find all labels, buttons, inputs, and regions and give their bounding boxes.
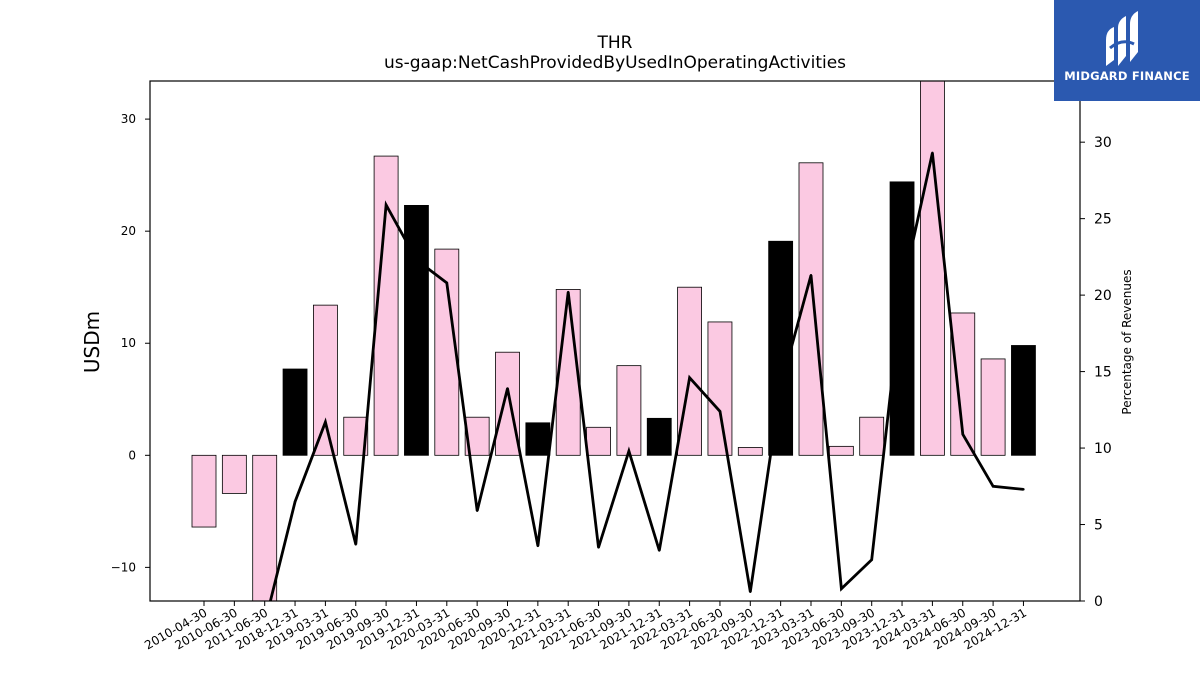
y-tick-label: 30: [121, 112, 136, 126]
ratio-point-2019-09-30: [384, 203, 388, 207]
y-tick-label: 20: [121, 224, 136, 238]
ratio-point-2020-12-31: [536, 544, 540, 548]
y-tick-label: 10: [121, 336, 136, 350]
y-axis-label: USDm: [80, 310, 104, 374]
ratio-point-2023-12-31: [900, 289, 904, 292]
ratio-point-2019-12-31: [415, 258, 418, 262]
bar-2021-03-31: [555, 289, 581, 456]
bar-2023-12-31: [889, 181, 915, 456]
chart-subtitle: us-gaap:NetCashProvidedByUsedInOperating…: [383, 53, 847, 73]
ratio-point-2018-12-31: [293, 500, 297, 503]
bar-2021-12-31: [646, 417, 672, 456]
ratio-point-2023-03-31: [809, 274, 813, 277]
ratio-point-2020-06-30: [475, 509, 479, 512]
bar-2021-06-30: [586, 426, 611, 456]
y-tick-label: 0: [128, 448, 136, 462]
ratio-point-2022-03-31: [688, 376, 691, 379]
bar-2024-09-30: [980, 358, 1006, 456]
ratio-point-2023-06-30: [840, 587, 843, 590]
brand-mark-icon: [1106, 11, 1138, 66]
brand-name: MIDGARD FINANCE: [1064, 69, 1190, 83]
bar-2010-04-30: [191, 454, 217, 528]
bar-2023-06-30: [828, 445, 854, 456]
ratio-point-2020-09-30: [506, 387, 509, 390]
ratio-point-2019-06-30: [354, 543, 357, 546]
y2-tick-label: 10: [1094, 441, 1112, 457]
ratio-point-2021-06-30: [597, 546, 600, 549]
ratio-point-2019-03-31: [324, 420, 327, 424]
ratio-point-2021-09-30: [627, 449, 631, 453]
plot-frame: [149, 80, 1081, 602]
bar-2019-06-30: [343, 416, 369, 456]
chart-title-block: THR us-gaap:NetCashProvidedByUsedInOpera…: [150, 33, 1080, 73]
ratio-point-2021-12-31: [658, 549, 661, 552]
ratio-point-2024-12-31: [1022, 488, 1025, 491]
y2-tick-label: 0: [1094, 594, 1103, 610]
ratio-point-2020-03-31: [445, 281, 448, 285]
bar-2022-09-30: [737, 447, 763, 456]
bar-2024-03-31: [920, 81, 945, 456]
ratio-point-2021-03-31: [567, 290, 570, 294]
ratio-point-2024-03-31: [931, 151, 934, 155]
y2-tick-label: 30: [1094, 135, 1112, 151]
bar-2021-09-30: [616, 365, 642, 456]
ratio-point-2022-06-30: [718, 410, 722, 413]
y2-tick-label: 25: [1094, 212, 1112, 228]
bar-2011-06-30: [252, 454, 278, 601]
bar-2010-06-30: [221, 454, 247, 494]
bar-2024-12-31: [1011, 345, 1036, 456]
brand-logo: MIDGARD FINANCE: [1054, 0, 1200, 101]
bar-2020-09-30: [495, 351, 520, 456]
bar-2022-06-30: [707, 321, 733, 456]
ratio-line: [268, 152, 1024, 601]
bar-2019-03-31: [312, 304, 338, 456]
ratio-point-2022-12-31: [779, 385, 782, 389]
y-tick-label: −10: [111, 560, 136, 574]
ratio-point-2024-09-30: [991, 485, 995, 488]
y2-tick-label: 15: [1094, 365, 1112, 381]
ratio-point-2024-06-30: [961, 433, 964, 436]
ratio-point-2023-09-30: [870, 558, 873, 561]
y2-tick-label: 5: [1094, 518, 1103, 534]
bar-2023-09-30: [859, 416, 885, 456]
bar-2022-12-31: [768, 240, 794, 456]
bar-2018-12-31: [282, 368, 308, 456]
plot-area: [191, 81, 1036, 601]
bar-2020-12-31: [525, 422, 551, 456]
ratio-point-2022-09-30: [749, 590, 752, 594]
chart-title: THR: [597, 33, 633, 53]
y2-tick-label: 20: [1094, 288, 1112, 304]
y2-axis-label: Percentage of Revenues: [1120, 269, 1134, 415]
